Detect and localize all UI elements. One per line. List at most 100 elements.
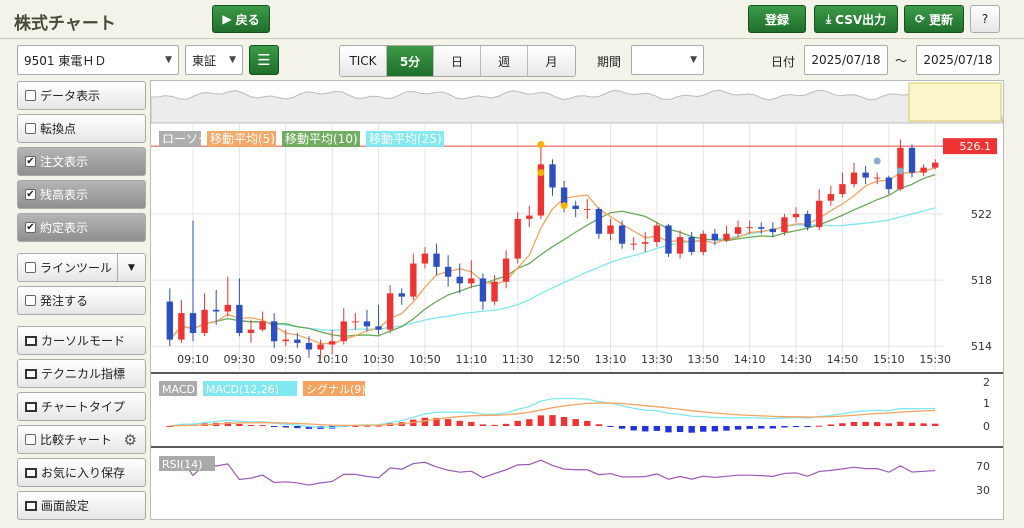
- candle-body: [468, 278, 475, 284]
- checkbox-icon[interactable]: [25, 123, 36, 134]
- csv-export-button[interactable]: ⤓ CSV出力: [814, 5, 898, 33]
- sidebar-item-8[interactable]: テクニカル指標: [17, 359, 146, 388]
- sidebar-item-12[interactable]: 画面設定: [17, 491, 146, 520]
- checkbox-icon[interactable]: ✔: [25, 189, 36, 200]
- candle-body: [769, 228, 777, 233]
- candle-body: [630, 243, 637, 245]
- sidebar-item-5[interactable]: ラインツール ▼: [17, 253, 146, 282]
- refresh-label: 更新: [929, 12, 954, 27]
- macd-histogram-bar: [932, 423, 939, 426]
- macd-histogram-bar: [259, 425, 266, 427]
- checkbox-icon[interactable]: [25, 295, 36, 306]
- help-label: ?: [981, 12, 989, 26]
- candle-body: [224, 304, 231, 312]
- candle-body: [444, 266, 452, 277]
- macd-histogram-bar: [560, 416, 568, 426]
- x-tick-label: 13:30: [641, 353, 673, 366]
- checkbox-icon[interactable]: [25, 434, 36, 445]
- candle-body: [839, 184, 846, 195]
- symbol-value: 9501 東電ＨＤ: [24, 53, 107, 68]
- symbol-select[interactable]: 9501 東電ＨＤ ▼: [17, 45, 179, 75]
- window-icon: [25, 401, 37, 412]
- candle-body: [526, 215, 533, 219]
- rsi-line: [180, 458, 936, 486]
- tab-3[interactable]: 週: [481, 46, 528, 76]
- y-tick-label: 514: [971, 340, 992, 353]
- x-tick-label: 15:10: [873, 353, 905, 366]
- macd-histogram-bar: [537, 415, 545, 426]
- market-select[interactable]: 東証 ▼: [185, 45, 243, 75]
- sidebar-item-label: 注文表示: [40, 155, 89, 169]
- macd-histogram-bar: [456, 420, 463, 426]
- macd-histogram-bar: [665, 426, 672, 433]
- sidebar-item-label: 残高表示: [40, 188, 89, 202]
- candle-body: [398, 293, 405, 297]
- chart-panel[interactable]: 09:10 09:30 09:50 10:10 10:30 10:50 11:10 11:30…: [150, 80, 1004, 520]
- legend-swatch: [159, 131, 201, 147]
- tab-0[interactable]: TICK: [340, 46, 387, 76]
- candle-body: [270, 321, 278, 342]
- sidebar-item-7[interactable]: カーソルモード: [17, 326, 146, 355]
- sidebar-item-10[interactable]: 比較チャート ⚙: [17, 425, 146, 454]
- checkbox-icon[interactable]: [25, 90, 36, 101]
- sidebar-item-label: 転換点: [40, 122, 77, 136]
- refresh-button[interactable]: ⟳ 更新: [904, 5, 964, 33]
- sidebar-item-1[interactable]: 転換点: [17, 114, 146, 143]
- candle-body: [711, 233, 719, 241]
- macd-histogram-bar: [247, 424, 255, 426]
- sidebar-item-label: 発注する: [40, 294, 89, 308]
- date-to-input[interactable]: 2025/07/18: [916, 45, 1000, 75]
- candle-body: [885, 177, 893, 190]
- macd-y-label: 1: [983, 397, 990, 410]
- macd-histogram-bar: [792, 426, 800, 427]
- dropdown-arrow-icon[interactable]: ▼: [117, 254, 145, 281]
- tab-4[interactable]: 月: [528, 46, 575, 76]
- candle-body: [688, 237, 695, 252]
- candle-body: [781, 217, 788, 233]
- header-divider: [0, 38, 1024, 39]
- gear-icon[interactable]: ⚙: [123, 430, 137, 449]
- candle-body: [294, 339, 301, 343]
- sidebar-item-0[interactable]: データ表示: [17, 81, 146, 110]
- x-tick-label: 15:30: [919, 353, 951, 366]
- macd-histogram-bar: [491, 424, 498, 426]
- rsi-y-label: 30: [976, 484, 990, 497]
- legend-swatch: [282, 131, 360, 147]
- tab-1[interactable]: 5分: [387, 46, 434, 76]
- candle-body: [236, 304, 243, 333]
- checkbox-icon[interactable]: ✔: [25, 156, 36, 167]
- back-button[interactable]: ▶ 戻る: [212, 5, 270, 33]
- sidebar-item-3[interactable]: ✔ 残高表示: [17, 180, 146, 209]
- candle-body: [665, 225, 672, 254]
- macd-histogram-bar: [572, 419, 579, 426]
- candle-body: [607, 225, 614, 234]
- macd-histogram-bar: [363, 425, 371, 427]
- help-button[interactable]: ?: [970, 5, 1000, 33]
- candle-body: [653, 225, 661, 243]
- period-select[interactable]: ▼: [631, 45, 704, 75]
- x-tick-label: 13:50: [687, 353, 719, 366]
- tab-2[interactable]: 日: [434, 46, 481, 76]
- sidebar-item-label: ラインツール: [40, 261, 113, 275]
- checkbox-icon[interactable]: [25, 262, 36, 273]
- sidebar-item-4[interactable]: ✔ 約定表示: [17, 213, 146, 242]
- date-from-input[interactable]: 2025/07/18: [804, 45, 888, 75]
- candle-body: [328, 341, 336, 345]
- chart-svg[interactable]: 09:10 09:30 09:50 10:10 10:30 10:50 11:10 11:30…: [150, 81, 1005, 521]
- sidebar-item-6[interactable]: 発注する: [17, 286, 146, 315]
- macd-histogram-bar: [850, 421, 858, 426]
- x-tick-label: 09:50: [270, 353, 302, 366]
- candle-body: [549, 164, 556, 188]
- macd-histogram-bar: [734, 426, 742, 430]
- date-separator: 〜: [895, 54, 908, 68]
- sidebar-item-label: カーソルモード: [41, 334, 126, 348]
- checkbox-icon[interactable]: ✔: [25, 222, 36, 233]
- candle-body: [862, 172, 869, 178]
- sidebar-item-9[interactable]: チャートタイプ: [17, 392, 146, 421]
- list-view-button[interactable]: ☰: [249, 45, 279, 75]
- sidebar-item-2[interactable]: ✔ 注文表示: [17, 147, 146, 176]
- play-icon: ▶: [222, 12, 232, 26]
- x-tick-label: 09:10: [177, 353, 209, 366]
- register-button[interactable]: 登録: [748, 5, 806, 33]
- sidebar-item-11[interactable]: お気に入り保存: [17, 458, 146, 487]
